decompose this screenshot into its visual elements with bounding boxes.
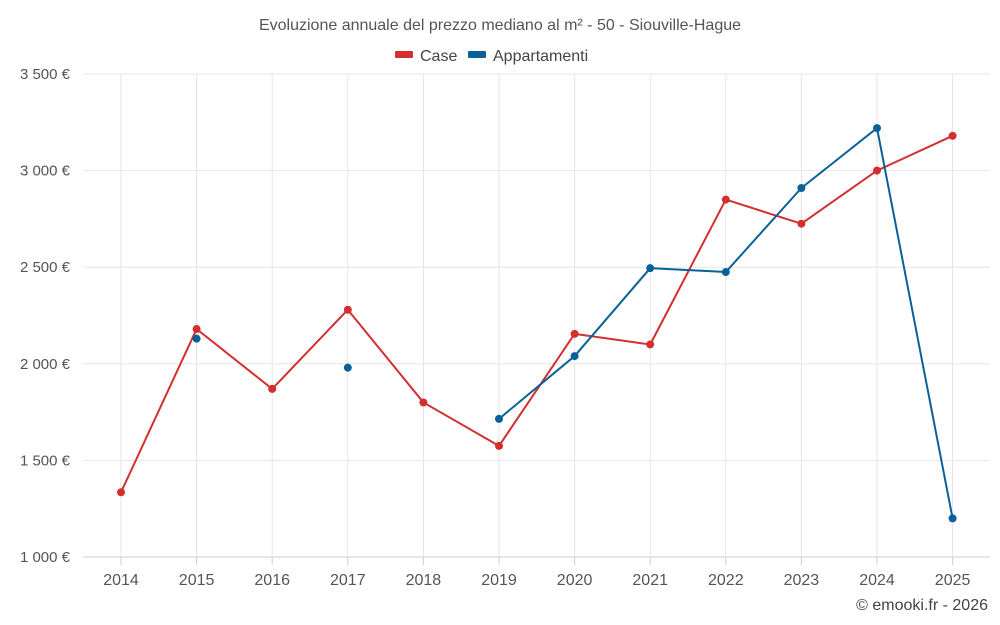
data-point-appartamenti	[192, 334, 201, 343]
data-point-case	[873, 166, 881, 175]
y-tick-label: 2 500 €	[20, 259, 71, 276]
y-axis: 1 000 € 1 500 € 2 000 € 2 500 € 3 000 € 3 500…	[20, 66, 71, 566]
data-point-appartamenti	[343, 363, 352, 372]
data-point-appartamenti	[873, 124, 881, 133]
data-point-case	[797, 219, 806, 228]
legend-label-appartamenti: Appartamenti	[493, 48, 588, 65]
y-tick-label: 3 000 €	[20, 163, 71, 180]
x-tick-label: 2021	[632, 572, 668, 589]
x-tick-label: 2019	[481, 572, 517, 589]
credit-text: © emooki.fr - 2026	[856, 597, 988, 614]
series	[117, 124, 957, 523]
data-point-appartamenti	[646, 264, 655, 273]
legend-item-appartamenti: Appartamenti	[468, 48, 588, 65]
series-line-case	[120, 134, 954, 493]
data-point-appartamenti	[948, 514, 957, 523]
data-point-case	[192, 325, 201, 334]
legend-swatch-appartamenti	[468, 51, 486, 58]
x-tick-label: 2024	[859, 572, 895, 589]
x-tick-label: 2015	[179, 572, 215, 589]
data-point-case	[268, 384, 277, 393]
data-point-case	[646, 340, 655, 349]
legend-swatch-case	[395, 51, 413, 58]
grid	[83, 73, 990, 558]
data-point-case	[721, 195, 730, 204]
x-tick-label: 2017	[330, 572, 366, 589]
x-tick-label: 2020	[557, 572, 593, 589]
x-tick-label: 2018	[406, 572, 442, 589]
x-tick-label: 2016	[254, 572, 290, 589]
series-case	[117, 131, 957, 497]
x-tick-label: 2025	[935, 572, 971, 589]
data-point-case	[419, 398, 428, 407]
data-point-case	[343, 305, 352, 314]
x-tick-label: 2023	[784, 572, 820, 589]
data-point-appartamenti	[570, 352, 579, 361]
y-tick-label: 1 000 €	[20, 549, 71, 566]
series-appartamenti	[192, 124, 957, 523]
data-point-appartamenti	[721, 268, 730, 277]
data-point-case	[117, 488, 125, 497]
y-tick-label: 2 000 €	[20, 356, 71, 373]
legend-item-case: Case	[395, 48, 457, 65]
x-axis: 2014 2015 2016 2017 2018 2019 2020 2021 2022 2023…	[103, 557, 970, 589]
x-tick-label: 2014	[103, 572, 139, 589]
y-tick-label: 3 500 €	[20, 66, 71, 83]
data-point-case	[495, 441, 503, 450]
y-tick-label: 1 500 €	[20, 452, 71, 469]
legend: Case Appartamenti	[395, 48, 588, 65]
data-point-appartamenti	[797, 183, 806, 192]
data-point-case	[948, 131, 957, 140]
x-tick-label: 2022	[708, 572, 744, 589]
data-point-appartamenti	[495, 414, 503, 423]
data-point-case	[570, 329, 579, 338]
chart-title: Evoluzione annuale del prezzo mediano al…	[259, 17, 741, 34]
legend-label-case: Case	[420, 48, 457, 65]
